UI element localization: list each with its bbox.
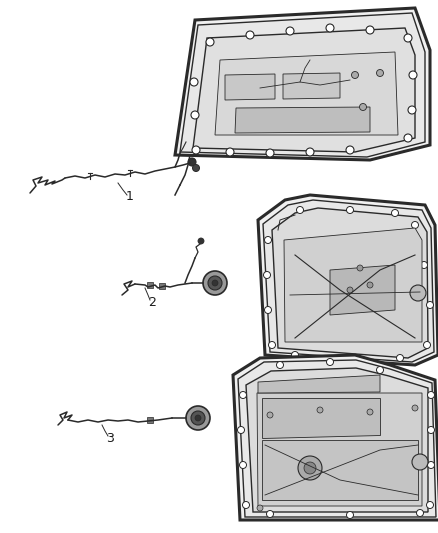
Circle shape xyxy=(191,111,199,119)
Circle shape xyxy=(326,24,334,32)
Circle shape xyxy=(424,342,431,349)
Polygon shape xyxy=(330,265,395,315)
Circle shape xyxy=(203,271,227,295)
Circle shape xyxy=(226,148,234,156)
Circle shape xyxy=(427,502,434,508)
Circle shape xyxy=(366,26,374,34)
Circle shape xyxy=(266,149,274,157)
Circle shape xyxy=(306,148,314,156)
Polygon shape xyxy=(180,13,425,157)
Polygon shape xyxy=(262,398,380,438)
Circle shape xyxy=(357,265,363,271)
Circle shape xyxy=(412,405,418,411)
Circle shape xyxy=(240,462,247,469)
Polygon shape xyxy=(262,440,418,500)
Polygon shape xyxy=(283,73,340,99)
Circle shape xyxy=(404,134,412,142)
Circle shape xyxy=(195,415,201,421)
Text: 2: 2 xyxy=(148,295,156,309)
Circle shape xyxy=(265,306,272,313)
Circle shape xyxy=(367,282,373,288)
Circle shape xyxy=(409,71,417,79)
Circle shape xyxy=(212,280,218,286)
Circle shape xyxy=(427,392,434,399)
Circle shape xyxy=(347,287,353,293)
Circle shape xyxy=(404,34,412,42)
Circle shape xyxy=(268,342,276,349)
Circle shape xyxy=(346,146,354,154)
Circle shape xyxy=(188,158,196,166)
Polygon shape xyxy=(258,195,438,365)
Circle shape xyxy=(192,146,200,154)
Circle shape xyxy=(427,302,434,309)
Circle shape xyxy=(206,38,214,46)
Circle shape xyxy=(264,271,271,279)
Circle shape xyxy=(190,78,198,86)
Circle shape xyxy=(192,165,199,172)
Bar xyxy=(147,417,153,423)
Circle shape xyxy=(427,426,434,433)
Circle shape xyxy=(298,456,322,480)
Circle shape xyxy=(411,222,418,229)
Circle shape xyxy=(417,510,424,516)
Circle shape xyxy=(246,31,254,39)
Bar xyxy=(159,283,165,289)
Circle shape xyxy=(186,406,210,430)
Circle shape xyxy=(346,357,353,364)
Polygon shape xyxy=(257,393,422,506)
Circle shape xyxy=(257,505,263,511)
Polygon shape xyxy=(246,368,428,512)
Circle shape xyxy=(408,106,416,114)
Circle shape xyxy=(377,367,384,374)
Circle shape xyxy=(367,409,373,415)
Circle shape xyxy=(352,71,358,78)
Polygon shape xyxy=(272,208,428,358)
Circle shape xyxy=(396,354,403,361)
Circle shape xyxy=(304,462,316,474)
Circle shape xyxy=(237,426,244,433)
Circle shape xyxy=(286,27,294,35)
Circle shape xyxy=(346,206,353,214)
Polygon shape xyxy=(225,74,275,100)
Circle shape xyxy=(243,502,250,508)
Circle shape xyxy=(292,351,299,359)
Circle shape xyxy=(420,262,427,269)
Polygon shape xyxy=(235,107,370,133)
Text: 3: 3 xyxy=(106,432,114,445)
Circle shape xyxy=(317,407,323,413)
Circle shape xyxy=(297,206,304,214)
Circle shape xyxy=(326,359,333,366)
Polygon shape xyxy=(263,200,434,362)
Circle shape xyxy=(412,454,428,470)
Polygon shape xyxy=(215,52,398,135)
Circle shape xyxy=(191,411,205,425)
Circle shape xyxy=(208,276,222,290)
Circle shape xyxy=(377,69,384,77)
Circle shape xyxy=(240,392,247,399)
Polygon shape xyxy=(233,355,438,520)
Polygon shape xyxy=(238,360,436,517)
Circle shape xyxy=(427,462,434,469)
Circle shape xyxy=(265,237,272,244)
Circle shape xyxy=(392,209,399,216)
Circle shape xyxy=(360,103,367,110)
Circle shape xyxy=(410,285,426,301)
Bar xyxy=(147,282,153,288)
Polygon shape xyxy=(284,228,422,342)
Circle shape xyxy=(276,361,283,368)
Circle shape xyxy=(346,512,353,519)
Text: 1: 1 xyxy=(126,190,134,204)
Circle shape xyxy=(198,238,204,244)
Polygon shape xyxy=(258,375,380,393)
Circle shape xyxy=(266,511,273,518)
Polygon shape xyxy=(175,8,430,160)
Polygon shape xyxy=(193,28,415,152)
Circle shape xyxy=(267,412,273,418)
